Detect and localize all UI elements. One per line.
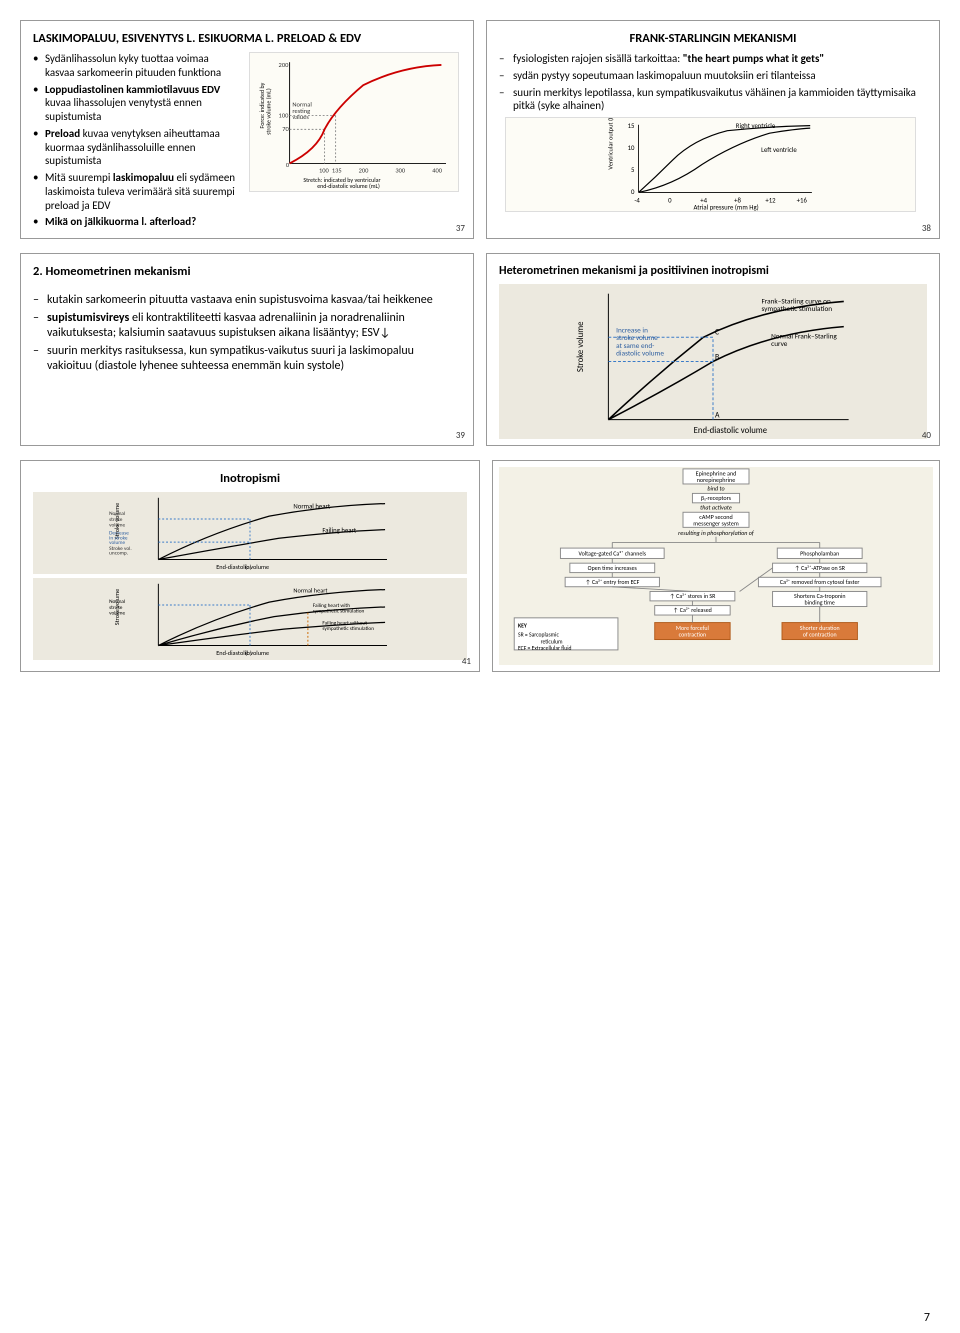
svg-text:norepinephrine: norepinephrine <box>697 476 736 484</box>
svg-text:sympathetic stimulation: sympathetic stimulation <box>322 626 374 632</box>
slide-38: FRANK-STARLINGIN MEKANISMI fysiologisten… <box>486 20 940 239</box>
svg-text:A: A <box>715 412 720 421</box>
dash-item: suurin merkitys rasituksessa, kun sympat… <box>33 344 461 374</box>
frank-starling-inotropy-chart: Stroke volume End-diastolic volume A B C… <box>499 284 927 439</box>
slide-number: 37 <box>456 223 465 234</box>
svg-text:of contraction: of contraction <box>803 631 837 639</box>
dash-item: suurin merkitys lepotilassa, kun sympati… <box>499 86 927 114</box>
svg-text:Stroke volume: Stroke volume <box>576 321 586 372</box>
svg-text:5: 5 <box>631 166 635 174</box>
dash-item: sydän pystyy sopeutumaan laskimopaluun m… <box>499 69 927 83</box>
svg-text:End-diastolic volume: End-diastolic volume <box>216 649 269 657</box>
svg-text:diastolic volume: diastolic volume <box>616 349 664 358</box>
slide-number: 39 <box>456 430 465 441</box>
svg-text:B: B <box>715 354 719 363</box>
svg-text:300: 300 <box>395 167 406 175</box>
svg-text:70: 70 <box>282 125 289 133</box>
slide-41: Inotropismi Stroke volume Normal heart F… <box>20 460 480 672</box>
svg-text:bind to: bind to <box>707 485 724 493</box>
svg-text:+12: +12 <box>765 197 776 205</box>
svg-text:↑ Ca²⁺ stores in SR: ↑ Ca²⁺ stores in SR <box>669 592 716 600</box>
svg-text:stroke volume (mL): stroke volume (mL) <box>264 88 272 135</box>
svg-text:Atrial pressure (mm Hg): Atrial pressure (mm Hg) <box>694 203 759 211</box>
slide-number: 41 <box>462 656 471 667</box>
slide-number: 38 <box>922 223 931 234</box>
inotropy-fig-a: Stroke volume Normal heart Failing heart… <box>33 492 467 574</box>
svg-text:that activate: that activate <box>700 503 732 511</box>
adrenergic-pathway-diagram: Epinephrine andnorepinephrine bind to β₁… <box>499 467 933 665</box>
svg-text:200: 200 <box>358 167 369 175</box>
dash-item: supistumisvireys eli kontraktiliteetti k… <box>33 311 461 341</box>
dash-item: kutakin sarkomeerin pituutta vastaava en… <box>33 293 461 308</box>
slide-title: Inotropismi <box>33 471 467 486</box>
slide-title: FRANK-STARLINGIN MEKANISMI <box>499 31 927 46</box>
ventricular-output-chart: 151050 -40+4+8+12+16 Right ventricle Lef… <box>505 117 916 212</box>
force-stretch-chart: 200 100 70 0 100135 200300400 N <box>249 52 459 192</box>
svg-text:C: C <box>715 328 719 337</box>
svg-text:135: 135 <box>332 167 342 175</box>
svg-text:resulting in phosphorylation o: resulting in phosphorylation of <box>678 529 755 537</box>
slide-42: Epinephrine andnorepinephrine bind to β₁… <box>492 460 940 672</box>
bullet: Mitä suurempi laskimopaluu eli sydämeen … <box>33 171 238 212</box>
dash-item: fysiologisten rajojen sisällä tarkoittaa… <box>499 52 927 66</box>
svg-text:end-diastolic volume (mL): end-diastolic volume (mL) <box>317 182 380 190</box>
svg-text:200: 200 <box>278 61 289 69</box>
svg-text:(a): (a) <box>245 563 252 571</box>
svg-text:+16: +16 <box>797 197 808 205</box>
svg-text:binding time: binding time <box>805 599 835 607</box>
svg-text:Ca²⁺ removed from cytosol fast: Ca²⁺ removed from cytosol faster <box>780 578 860 586</box>
svg-text:values: values <box>292 113 309 121</box>
svg-text:0: 0 <box>668 197 672 205</box>
svg-text:Left ventricle: Left ventricle <box>761 146 797 154</box>
svg-text:volume: volume <box>109 523 125 529</box>
slide-title: 2. Homeometrinen mekanismi <box>33 264 461 279</box>
svg-text:100: 100 <box>278 111 289 119</box>
svg-text:100: 100 <box>319 167 330 175</box>
svg-text:sympathetic stimulation: sympathetic stimulation <box>313 609 365 615</box>
svg-text:15: 15 <box>628 122 635 130</box>
svg-text:ECF = Extracellular fluid: ECF = Extracellular fluid <box>518 645 572 652</box>
svg-text:contraction: contraction <box>679 631 707 639</box>
svg-text:Ventricular output (L/min): Ventricular output (L/min) <box>606 117 614 170</box>
svg-text:↑ Ca²⁺ entry from ECF: ↑ Ca²⁺ entry from ECF <box>585 578 639 586</box>
svg-text:Voltage-gated Ca²⁺ channels: Voltage-gated Ca²⁺ channels <box>578 550 646 558</box>
svg-text:curve: curve <box>771 339 788 348</box>
svg-text:Normal heart: Normal heart <box>293 502 330 510</box>
dash-list: kutakin sarkomeerin pituutta vastaava en… <box>33 293 461 374</box>
svg-text:End-diastolic volume: End-diastolic volume <box>694 426 768 436</box>
bullet-list: Sydänlihassolun kyky tuottaa voimaa kasv… <box>33 52 238 229</box>
svg-text:Open time increases: Open time increases <box>588 564 638 572</box>
svg-text:Normal heart: Normal heart <box>293 586 327 594</box>
slide-39: 2. Homeometrinen mekanismi kutakin sarko… <box>20 253 474 446</box>
svg-text:β₁-receptors: β₁-receptors <box>701 494 732 502</box>
inotropy-fig-b: Stroke volume Normal heart Failing heart… <box>33 578 467 660</box>
svg-text:↑ Ca²⁺-ATPase on SR: ↑ Ca²⁺-ATPase on SR <box>794 564 845 572</box>
slide-number: 40 <box>922 430 931 441</box>
svg-text:Phospholamban: Phospholamban <box>800 550 839 558</box>
svg-text:KEY: KEY <box>518 622 527 629</box>
svg-text:sympathetic stimulation: sympathetic stimulation <box>761 304 832 313</box>
svg-text:(b): (b) <box>245 649 252 657</box>
svg-text:-4: -4 <box>634 197 640 205</box>
svg-text:volume: volume <box>109 611 125 617</box>
slide-title: LASKIMOPALUU, ESIVENYTYS L. ESIKUORMA L.… <box>33 31 461 46</box>
svg-text:uncomp.: uncomp. <box>109 551 128 557</box>
page-number: 7 <box>924 1311 930 1325</box>
svg-text:Right ventricle: Right ventricle <box>736 122 776 130</box>
svg-text:10: 10 <box>628 144 635 152</box>
slide-title: Heterometrinen mekanismi ja positiivinen… <box>499 264 927 278</box>
bullet: Sydänlihassolun kyky tuottaa voimaa kasv… <box>33 52 238 80</box>
svg-text:0: 0 <box>631 188 635 196</box>
bullet: Preload kuvaa venytyksen aiheuttamaa kuo… <box>33 127 238 168</box>
svg-text:400: 400 <box>432 167 443 175</box>
bullet: Mikä on jälkikuorma l. afterload? <box>33 215 238 229</box>
svg-text:End-diastolic volume: End-diastolic volume <box>216 563 269 571</box>
slide-37: LASKIMOPALUU, ESIVENYTYS L. ESIKUORMA L.… <box>20 20 474 239</box>
svg-text:messenger system: messenger system <box>693 519 739 527</box>
svg-text:Failing heart: Failing heart <box>322 527 357 535</box>
dash-list: fysiologisten rajojen sisällä tarkoittaa… <box>499 52 927 113</box>
svg-text:↑ Ca²⁺ released: ↑ Ca²⁺ released <box>673 606 712 614</box>
slide-40: Heterometrinen mekanismi ja positiivinen… <box>486 253 940 446</box>
bullet: Loppudiastolinen kammiotilavuus EDV kuva… <box>33 83 238 124</box>
